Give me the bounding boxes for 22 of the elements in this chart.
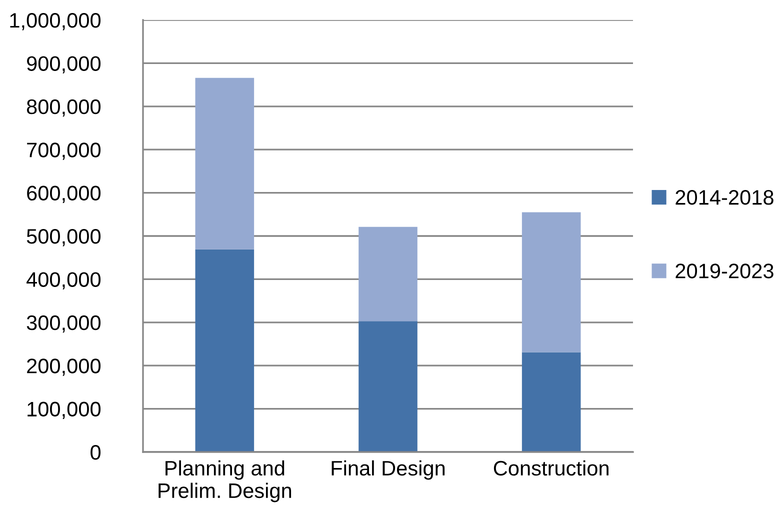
y-tick-label: 700,000 <box>27 142 101 160</box>
bar <box>195 249 254 452</box>
y-tick-label: 200,000 <box>27 358 101 376</box>
bar <box>195 78 254 250</box>
bar <box>358 226 418 322</box>
bar <box>522 212 581 352</box>
legend-label: 2019-2023 <box>676 264 774 278</box>
y-tick-label: 500,000 <box>26 229 101 246</box>
bar <box>358 321 418 452</box>
y-tick-label: 1,000,000 <box>10 13 101 30</box>
bar <box>522 352 581 452</box>
x-tick-label: Construction <box>494 460 608 476</box>
legend-label: 2014-2018 <box>676 190 774 205</box>
y-tick-label: 600,000 <box>27 186 101 204</box>
y-tick-label: 900,000 <box>27 56 101 74</box>
y-tick-label: 300,000 <box>26 315 101 333</box>
y-tick-label: 100,000 <box>28 402 101 420</box>
y-tick-label: 800,000 <box>26 99 101 117</box>
x-tick-label: Final Design <box>332 460 445 480</box>
y-tick-label: 400,000 <box>26 272 101 290</box>
y-tick-label: 0 <box>90 445 101 460</box>
x-tick-label: Planning and Prelim. Design <box>158 460 292 502</box>
